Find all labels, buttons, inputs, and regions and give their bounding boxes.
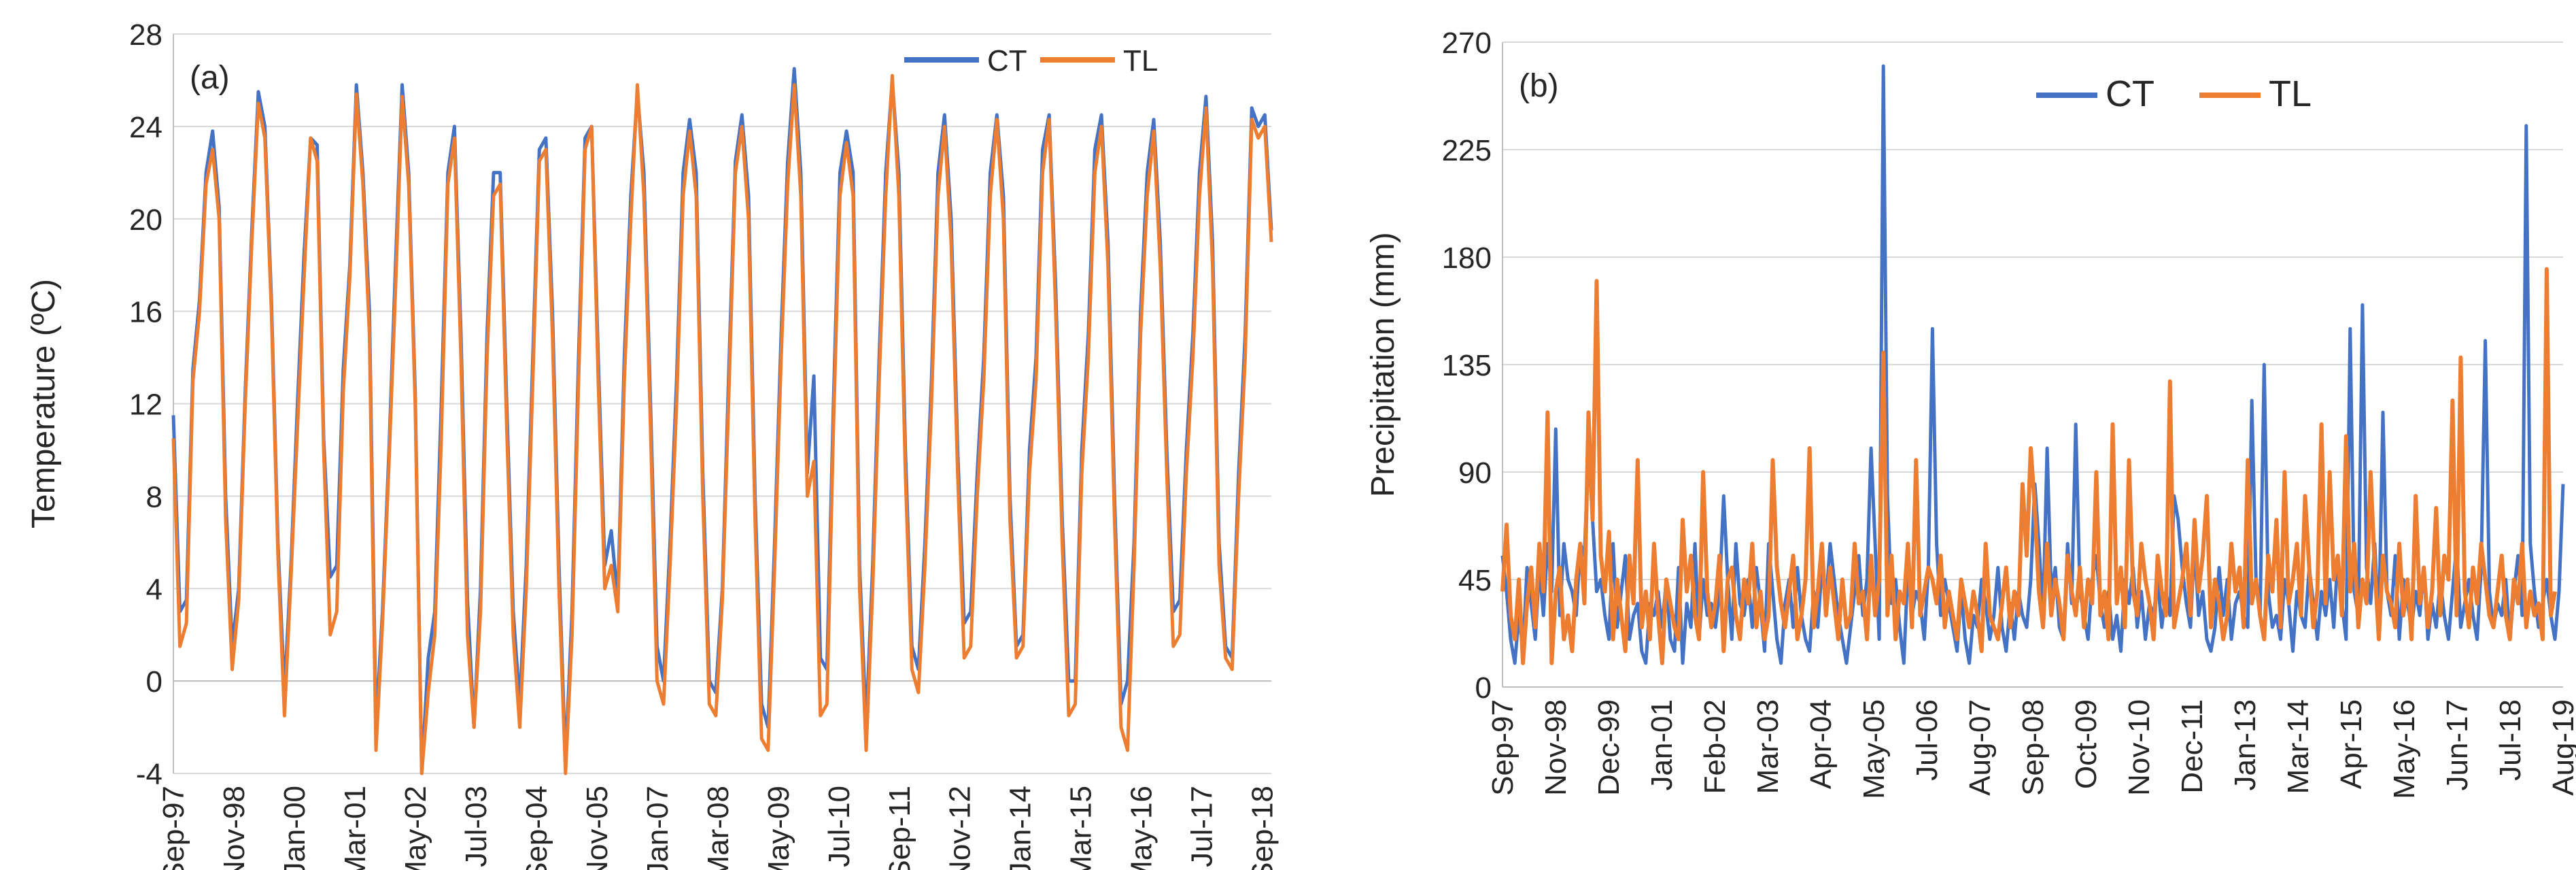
legend-label-tl: TL bbox=[1123, 44, 1158, 78]
x-tick-label: May-05 bbox=[1857, 699, 1891, 799]
y-tick-label: 270 bbox=[1442, 27, 1492, 60]
x-tick-label: Nov-12 bbox=[944, 786, 977, 870]
y-tick-label: 16 bbox=[129, 296, 162, 329]
x-tick-label: Jul-06 bbox=[1910, 699, 1944, 781]
y-tick-label: 45 bbox=[1458, 564, 1492, 597]
panel-label: (b) bbox=[1519, 68, 1559, 104]
precipitation-chart-panel: 0 45 90 135 180 225 270 Sep-97 Nov-98 Dec-99 Jan-0… bbox=[1305, 0, 2576, 870]
x-tick-label: Apr-15 bbox=[2335, 699, 2368, 789]
y-tick-label: 135 bbox=[1442, 349, 1492, 382]
x-tick-label: Aug-19 bbox=[2547, 699, 2576, 796]
y-tick-label: -4 bbox=[136, 758, 162, 791]
x-tick-label: Jun-17 bbox=[2441, 699, 2474, 791]
x-tick-label: Sep-97 bbox=[1486, 699, 1519, 796]
x-tick-label: Apr-04 bbox=[1804, 699, 1838, 789]
x-tick-label: Jan-00 bbox=[278, 786, 311, 870]
x-tick-label: Mar-03 bbox=[1751, 699, 1785, 794]
x-tick-label: Nov-98 bbox=[218, 786, 251, 870]
x-tick-label: May-02 bbox=[399, 786, 432, 870]
y-tick-label: 4 bbox=[146, 573, 162, 606]
y-tick-label: 20 bbox=[129, 203, 162, 237]
x-tick-label: Nov-98 bbox=[1539, 699, 1573, 796]
x-tick-label: Jul-03 bbox=[460, 786, 493, 867]
x-tick-label: Mar-08 bbox=[702, 786, 735, 870]
y-tick-label: 0 bbox=[146, 665, 162, 699]
y-tick-label: 12 bbox=[129, 388, 162, 422]
x-tick-label: May-16 bbox=[1125, 786, 1158, 870]
legend-label-ct: CT bbox=[987, 44, 1027, 78]
x-tick-label: Aug-07 bbox=[1963, 699, 1997, 796]
x-tick-label: Jul-18 bbox=[2494, 699, 2527, 781]
y-tick-label: 8 bbox=[146, 480, 162, 514]
x-tick-label: Sep-04 bbox=[520, 786, 553, 870]
x-tick-label: Jan-13 bbox=[2229, 699, 2262, 791]
x-tick-label: Sep-11 bbox=[883, 786, 916, 870]
x-tick-label: Jul-17 bbox=[1186, 786, 1219, 867]
y-tick-label: 180 bbox=[1442, 241, 1492, 275]
x-tick-label: Mar-14 bbox=[2282, 699, 2315, 794]
x-tick-label: Mar-15 bbox=[1065, 786, 1098, 870]
y-tick-label: 28 bbox=[129, 18, 162, 52]
x-tick-label: Dec-99 bbox=[1592, 699, 1626, 796]
x-tick-label: Dec-11 bbox=[2176, 699, 2209, 794]
x-tick-label: May-09 bbox=[762, 786, 795, 870]
x-tick-label: May-16 bbox=[2388, 699, 2421, 799]
x-tick-label: Jan-14 bbox=[1004, 786, 1037, 870]
x-tick-label: Feb-02 bbox=[1698, 699, 1732, 794]
legend-label-tl: TL bbox=[2269, 73, 2312, 114]
x-tick-label: Oct-09 bbox=[2070, 699, 2103, 789]
y-axis-title: Precipitation (mm) bbox=[1365, 232, 1401, 497]
y-tick-label: 90 bbox=[1458, 456, 1492, 490]
x-tick-label: Jul-10 bbox=[823, 786, 856, 867]
x-tick-label: Nov-10 bbox=[2123, 699, 2156, 796]
y-axis-title: Temperature (ºC) bbox=[26, 279, 62, 529]
x-tick-label: Mar-01 bbox=[339, 786, 372, 870]
x-tick-label: Sep-18 bbox=[1246, 786, 1280, 870]
temperature-chart-panel: -4 0 4 8 12 16 20 24 28 Sep-97 Nov-98 Jan-00 Mar-01 M… bbox=[26, 18, 1280, 870]
y-tick-label: 24 bbox=[129, 111, 162, 144]
legend-label-ct: CT bbox=[2106, 73, 2154, 114]
x-tick-label: Nov-05 bbox=[581, 786, 614, 870]
x-tick-label: Jan-07 bbox=[641, 786, 674, 870]
precipitation-chart: 0 45 90 135 180 225 270 Sep-97 Nov-98 Dec-99 Jan-0… bbox=[1365, 27, 2576, 799]
x-tick-label: Jan-01 bbox=[1645, 699, 1679, 791]
series-line-tl bbox=[1500, 267, 2557, 665]
temperature-chart: -4 0 4 8 12 16 20 24 28 Sep-97 Nov-98 Jan-00 Mar-01 M… bbox=[26, 18, 1280, 870]
series-line-ct bbox=[171, 67, 1273, 775]
panel-label: (a) bbox=[190, 60, 230, 96]
x-tick-label: Sep-97 bbox=[157, 786, 190, 870]
x-tick-label: Sep-08 bbox=[2016, 699, 2050, 796]
y-tick-label: 225 bbox=[1442, 134, 1492, 167]
y-tick-label: 0 bbox=[1475, 671, 1492, 705]
series-line-tl bbox=[171, 73, 1273, 775]
